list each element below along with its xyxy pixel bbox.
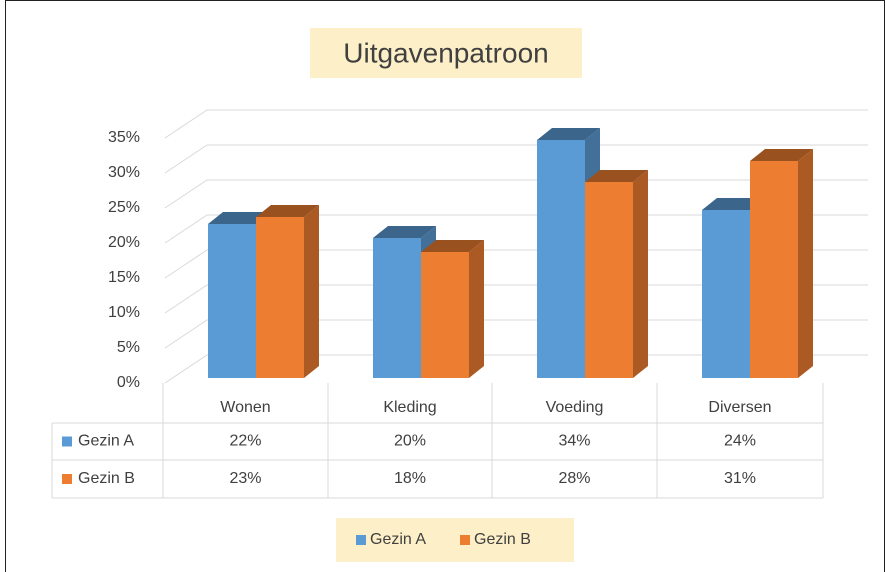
bar-top — [537, 128, 600, 140]
legend-key — [356, 535, 366, 545]
table-legend-key — [62, 474, 72, 484]
grid-line — [164, 144, 868, 174]
bar-side — [304, 205, 319, 378]
table-value: 22% — [229, 433, 261, 450]
bar-top — [373, 226, 436, 238]
bar-side — [633, 170, 648, 378]
y-tick-label: 0% — [117, 374, 140, 391]
legend-label: Gezin B — [474, 531, 531, 548]
chart-title: Uitgavenpatroon — [343, 37, 548, 68]
table-value: 31% — [724, 470, 756, 487]
legend-label: Gezin A — [370, 531, 426, 548]
legend-box — [336, 518, 574, 562]
table-value: 24% — [724, 433, 756, 450]
y-tick-label: 10% — [108, 304, 140, 321]
table-series-name: Gezin A — [78, 433, 134, 450]
bar-side — [469, 240, 484, 378]
x-tick-label: Diversen — [708, 399, 771, 416]
x-tick-label: Kleding — [383, 399, 436, 416]
y-tick-label: 30% — [108, 164, 140, 181]
grid-line — [164, 109, 868, 139]
bar — [537, 140, 585, 378]
table-value: 23% — [229, 470, 261, 487]
table-value: 20% — [394, 433, 426, 450]
bar — [208, 224, 256, 378]
legend-key — [460, 535, 470, 545]
bar-top — [256, 205, 319, 217]
bar — [421, 252, 469, 378]
bar — [256, 217, 304, 378]
table-legend-key — [62, 436, 72, 447]
bar — [750, 161, 798, 378]
table-series-name: Gezin B — [78, 470, 135, 487]
bar — [702, 210, 750, 378]
y-tick-label: 20% — [108, 234, 140, 251]
y-tick-label: 25% — [108, 199, 140, 216]
bar — [585, 182, 633, 378]
bar-top — [750, 149, 813, 161]
bar-top — [421, 240, 484, 252]
y-tick-label: 15% — [108, 269, 140, 286]
bar-top — [702, 198, 765, 210]
bar-top — [208, 212, 271, 224]
x-tick-label: Wonen — [220, 399, 270, 416]
y-tick-label: 5% — [117, 339, 140, 356]
bar-side — [798, 149, 813, 378]
table-value: 28% — [558, 470, 590, 487]
bar — [373, 238, 421, 378]
y-tick-label: 35% — [108, 129, 140, 146]
bar-top — [585, 170, 648, 182]
x-tick-label: Voeding — [546, 399, 604, 416]
table-value: 34% — [558, 433, 590, 450]
title-box — [310, 28, 582, 78]
table-value: 18% — [394, 470, 426, 487]
